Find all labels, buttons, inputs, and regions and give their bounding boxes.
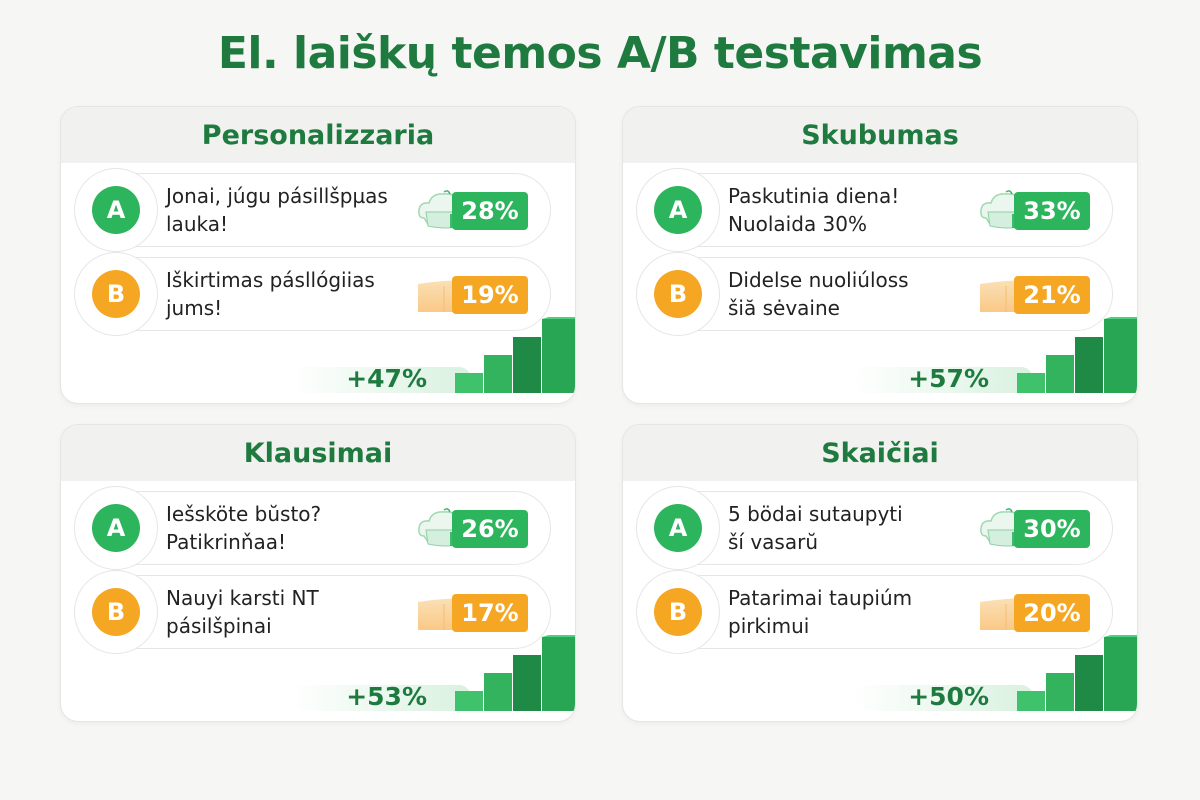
variant-b-subject: Patarimai taupiúm pirkimui <box>728 584 968 640</box>
growth-bars-icon <box>1017 317 1137 393</box>
subject-line-1: Iešsköte bŭsto? <box>166 502 322 526</box>
subject-line-2: šiă sėvaine <box>728 296 840 320</box>
variant-a-open-rate: 26% <box>452 510 528 548</box>
card-category-title: Klausimai <box>61 425 575 481</box>
uplift-value: +50% <box>908 682 989 711</box>
subject-line-1: Paskutinia diena! <box>728 184 900 208</box>
card-category-title: Skubumas <box>623 107 1137 163</box>
variant-a-badge: A <box>654 504 702 552</box>
growth-bars-icon <box>1017 635 1137 711</box>
variant-b-row: B Didelse nuoliúloss šiă sėvaine 21% <box>636 252 1113 336</box>
uplift-highlight <box>291 685 471 711</box>
subject-line-1: Nauyi karsti NT <box>166 586 319 610</box>
uplift-highlight <box>291 367 471 393</box>
variant-b-row: B Iškirtimas pásllógiias jums! 19% <box>74 252 551 336</box>
variant-b-subject: Iškirtimas pásllógiias jums! <box>166 266 406 322</box>
test-card-0: Personalizzaria A Jonai, júgu pásillšpµa… <box>60 106 576 404</box>
variant-b-badge: B <box>92 270 140 318</box>
subject-line-1: Didelse nuoliúloss <box>728 268 909 292</box>
subject-line-1: Jonai, júgu pásillšpµas <box>166 184 388 208</box>
variant-b-row: B Patarimai taupiúm pirkimui 20% <box>636 570 1113 654</box>
test-card-1: Skubumas A Paskutinia diena! Nuolaida 30… <box>622 106 1138 404</box>
variant-badge-wrap: B <box>636 252 720 336</box>
variant-b-open-rate: 21% <box>1014 276 1090 314</box>
variant-a-subject: Iešsköte bŭsto? Patikrinňaa! <box>166 500 406 556</box>
uplift-value: +57% <box>908 364 989 393</box>
variant-a-row: A Jonai, júgu pásillšpµas lauka! 28% <box>74 168 551 252</box>
uplift-value: +47% <box>346 364 427 393</box>
subject-line-2: lauka! <box>166 212 228 236</box>
growth-bars-icon <box>455 317 575 393</box>
variant-b-open-rate: 20% <box>1014 594 1090 632</box>
card-category-title: Personalizzaria <box>61 107 575 163</box>
variant-a-open-rate: 28% <box>452 192 528 230</box>
variant-badge-wrap: A <box>74 168 158 252</box>
variant-a-badge: A <box>654 186 702 234</box>
variant-badge-wrap: A <box>636 168 720 252</box>
variant-b-row: B Nauyi karsti NT pásilšpinai 17% <box>74 570 551 654</box>
variant-b-subject: Nauyi karsti NT pásilšpinai <box>166 584 406 640</box>
subject-line-2: pirkimui <box>728 614 810 638</box>
subject-line-1: 5 bödai sutaupyti <box>728 502 903 526</box>
test-card-2: Klausimai A Iešsköte bŭsto? Patikrinňaa!… <box>60 424 576 722</box>
variant-a-subject: Paskutinia diena! Nuolaida 30% <box>728 182 968 238</box>
uplift-highlight <box>853 367 1033 393</box>
page-title: El. laiškų temos A/B testavimas <box>217 28 983 79</box>
subject-line-2: Nuolaida 30% <box>728 212 868 236</box>
variant-a-badge: A <box>92 504 140 552</box>
variant-a-open-rate: 33% <box>1014 192 1090 230</box>
variant-badge-wrap: B <box>74 570 158 654</box>
variant-a-row: A 5 bödai sutaupyti ší vasarŭ 30% <box>636 486 1113 570</box>
subject-line-2: pásilšpinai <box>166 614 272 638</box>
card-category-title: Skaičiai <box>623 425 1137 481</box>
subject-line-1: Patarimai taupiúm <box>728 586 913 610</box>
variant-b-badge: B <box>654 270 702 318</box>
test-card-3: Skaičiai A 5 bödai sutaupyti ší vasarŭ 3… <box>622 424 1138 722</box>
variant-badge-wrap: B <box>74 252 158 336</box>
variant-badge-wrap: B <box>636 570 720 654</box>
variant-b-open-rate: 19% <box>452 276 528 314</box>
subject-line-2: ší vasarŭ <box>728 530 818 554</box>
variant-b-badge: B <box>92 588 140 636</box>
variant-a-row: A Iešsköte bŭsto? Patikrinňaa! 26% <box>74 486 551 570</box>
variant-a-open-rate: 30% <box>1014 510 1090 548</box>
variant-b-subject: Didelse nuoliúloss šiă sėvaine <box>728 266 968 322</box>
subject-line-2: Patikrinňaa! <box>166 530 287 554</box>
subject-line-1: Iškirtimas pásllógiias <box>166 268 375 292</box>
variant-a-row: A Paskutinia diena! Nuolaida 30% 33% <box>636 168 1113 252</box>
variant-badge-wrap: A <box>636 486 720 570</box>
variant-b-open-rate: 17% <box>452 594 528 632</box>
variant-a-badge: A <box>92 186 140 234</box>
variant-badge-wrap: A <box>74 486 158 570</box>
variant-a-subject: 5 bödai sutaupyti ší vasarŭ <box>728 500 968 556</box>
variant-a-subject: Jonai, júgu pásillšpµas lauka! <box>166 182 406 238</box>
variant-b-badge: B <box>654 588 702 636</box>
uplift-value: +53% <box>346 682 427 711</box>
subject-line-2: jums! <box>166 296 223 320</box>
growth-bars-icon <box>455 635 575 711</box>
uplift-highlight <box>853 685 1033 711</box>
